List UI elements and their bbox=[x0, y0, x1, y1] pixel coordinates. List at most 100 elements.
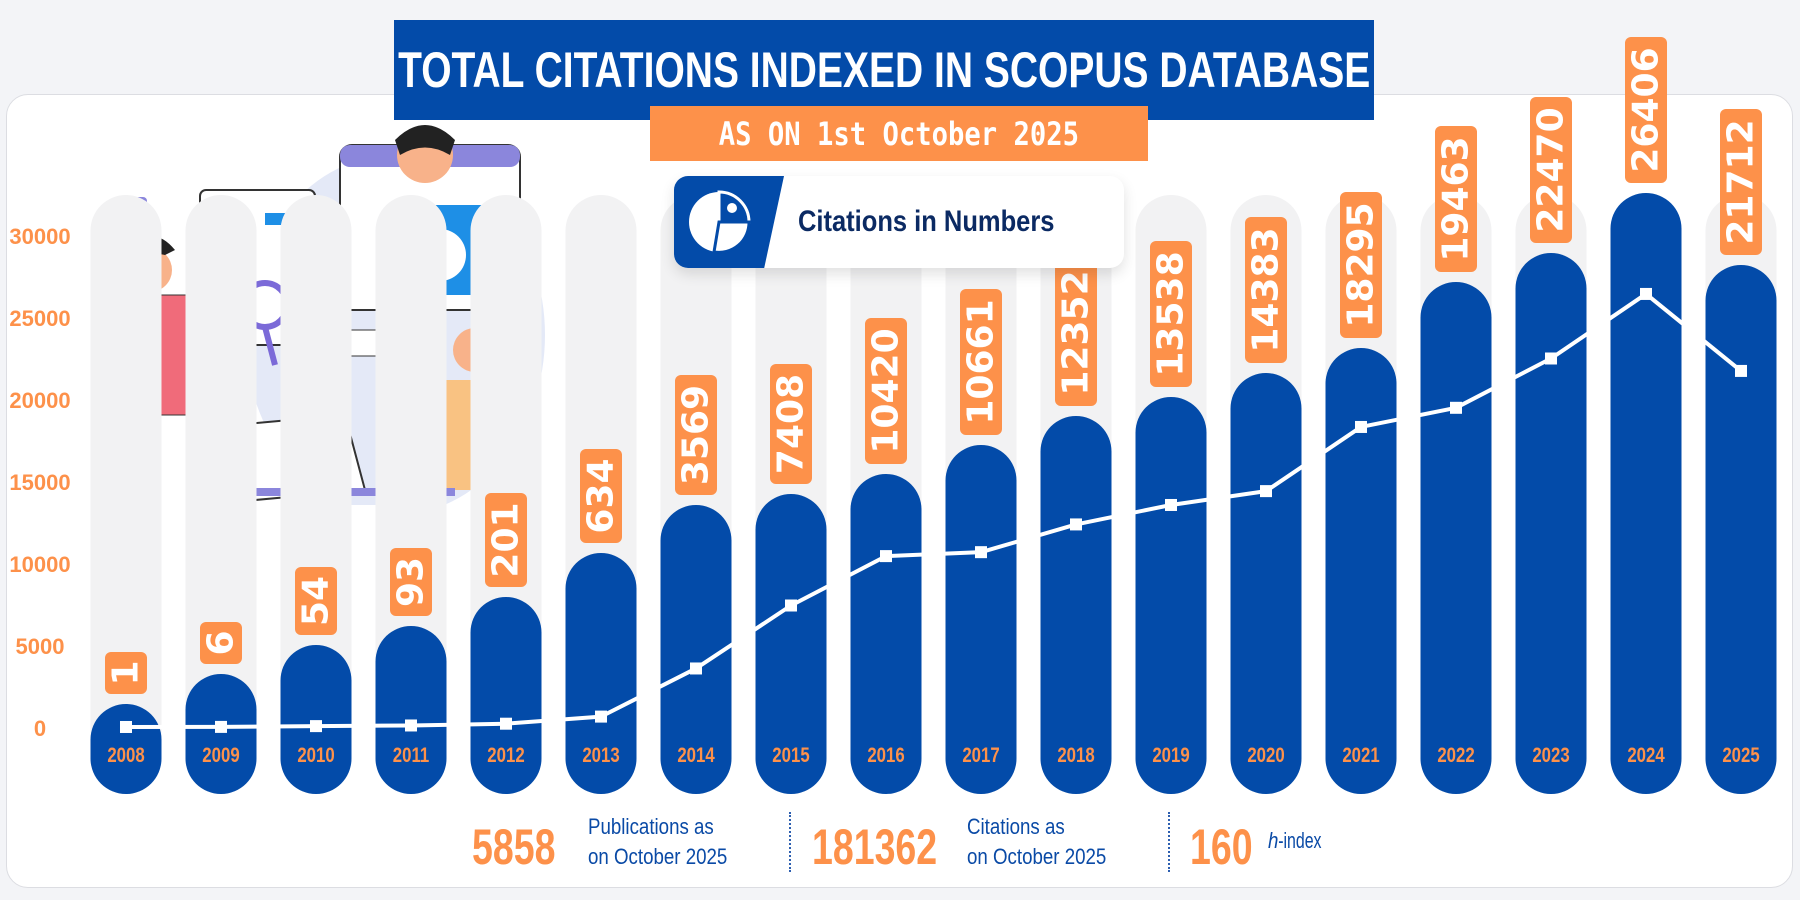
line-marker bbox=[1165, 498, 1177, 511]
data-label: 634 bbox=[581, 458, 622, 533]
line-marker bbox=[975, 546, 987, 559]
chart-title: TOTAL CITATIONS INDEXED IN SCOPUS DATABA… bbox=[394, 20, 1374, 120]
line-marker bbox=[1640, 287, 1652, 300]
y-tick-label: 10000 bbox=[9, 552, 70, 577]
badge-label: Citations in Numbers bbox=[798, 205, 1055, 238]
line-marker bbox=[690, 662, 702, 675]
data-label: 54 bbox=[296, 576, 337, 626]
data-label: 7408 bbox=[771, 374, 812, 474]
data-label: 14383 bbox=[1246, 227, 1287, 352]
x-tick-label: 2008 bbox=[107, 744, 144, 767]
publications-count: 5858 bbox=[472, 819, 556, 875]
x-tick-label: 2016 bbox=[867, 744, 904, 767]
data-label: 1 bbox=[106, 660, 147, 685]
bar bbox=[565, 553, 637, 794]
x-tick-label: 2012 bbox=[487, 744, 524, 767]
chart-title-text: TOTAL CITATIONS INDEXED IN SCOPUS DATABA… bbox=[397, 42, 1371, 98]
line-marker bbox=[215, 720, 227, 733]
line-marker bbox=[1735, 364, 1747, 377]
citations-count: 181362 bbox=[812, 819, 938, 875]
data-label-box bbox=[390, 548, 432, 616]
bar bbox=[375, 626, 447, 794]
data-label-box bbox=[1435, 126, 1477, 272]
bar bbox=[1040, 416, 1112, 794]
data-label: 6 bbox=[201, 630, 242, 655]
bar bbox=[185, 674, 257, 794]
h-index-value: 160 bbox=[1190, 819, 1253, 875]
citations-line bbox=[125, 291, 1743, 729]
bar bbox=[470, 597, 542, 794]
line-marker bbox=[310, 720, 322, 733]
y-tick-label: 5000 bbox=[16, 634, 65, 659]
x-tick-label: 2014 bbox=[677, 744, 715, 767]
chart-subtitle-text: AS ON 1st October 2025 bbox=[718, 114, 1080, 153]
data-label-box bbox=[675, 375, 717, 495]
x-tick-label: 2021 bbox=[1342, 744, 1380, 767]
x-tick-label: 2015 bbox=[772, 744, 810, 767]
x-tick-label: 2019 bbox=[1152, 744, 1189, 767]
y-tick-label: 25000 bbox=[9, 306, 70, 331]
x-tick-label: 2022 bbox=[1437, 744, 1474, 767]
data-label-box bbox=[200, 622, 242, 664]
y-tick-label: 0 bbox=[34, 716, 46, 741]
divider bbox=[789, 812, 791, 872]
data-label-box bbox=[485, 493, 527, 587]
x-tick-label: 2023 bbox=[1532, 744, 1569, 767]
line-marker bbox=[1355, 420, 1367, 433]
x-tick-label: 2018 bbox=[1057, 744, 1094, 767]
line-marker bbox=[500, 717, 512, 730]
data-label-box bbox=[1625, 37, 1667, 183]
line-marker bbox=[880, 550, 892, 563]
data-label: 22470 bbox=[1531, 107, 1572, 232]
y-tick-label: 15000 bbox=[9, 470, 70, 495]
x-tick-label: 2010 bbox=[297, 744, 334, 767]
line-marker bbox=[595, 710, 607, 723]
data-label: 26406 bbox=[1626, 47, 1667, 172]
x-tick-label: 2024 bbox=[1627, 744, 1665, 767]
bar-track bbox=[280, 195, 352, 794]
data-label: 13538 bbox=[1151, 251, 1192, 376]
bar bbox=[755, 494, 827, 794]
bar bbox=[660, 505, 732, 794]
pie-chart-person-icon bbox=[674, 176, 784, 268]
y-tick-label: 30000 bbox=[9, 224, 70, 249]
data-label: 201 bbox=[486, 502, 527, 577]
data-label: 10661 bbox=[961, 299, 1002, 424]
bar bbox=[280, 645, 352, 794]
citations-label: Citations as on October 2025 bbox=[967, 814, 1107, 869]
bar-track bbox=[90, 195, 162, 794]
x-tick-label: 2020 bbox=[1247, 744, 1284, 767]
line-marker bbox=[785, 599, 797, 612]
data-label-box bbox=[865, 318, 907, 464]
data-label-box bbox=[960, 289, 1002, 435]
bar bbox=[1135, 397, 1207, 794]
data-label-box bbox=[580, 449, 622, 543]
data-label: 12352 bbox=[1056, 270, 1097, 395]
data-label: 19463 bbox=[1436, 136, 1477, 261]
divider bbox=[1168, 812, 1170, 872]
data-label: 93 bbox=[391, 557, 432, 607]
h-index-label: h-index bbox=[1268, 828, 1322, 853]
data-label-box bbox=[770, 364, 812, 484]
x-tick-label: 2017 bbox=[962, 744, 999, 767]
x-tick-label: 2013 bbox=[582, 744, 619, 767]
data-label: 18295 bbox=[1341, 202, 1382, 327]
citations-in-numbers-badge: Citations in Numbers bbox=[674, 176, 1124, 268]
y-tick-label: 20000 bbox=[9, 388, 70, 413]
data-label: 21712 bbox=[1721, 119, 1762, 244]
bar bbox=[1420, 282, 1492, 794]
line-marker bbox=[1450, 401, 1462, 414]
line-marker bbox=[120, 720, 132, 733]
data-label-box bbox=[1530, 97, 1572, 243]
line-marker bbox=[405, 719, 417, 732]
bar bbox=[1610, 193, 1682, 794]
x-tick-label: 2009 bbox=[202, 744, 239, 767]
bar bbox=[945, 445, 1017, 794]
data-label: 10420 bbox=[866, 328, 907, 453]
data-label-box bbox=[1055, 260, 1097, 406]
line-marker bbox=[1545, 352, 1557, 365]
data-label-box bbox=[1720, 109, 1762, 255]
data-label-box bbox=[1150, 241, 1192, 387]
bar bbox=[1230, 373, 1302, 794]
